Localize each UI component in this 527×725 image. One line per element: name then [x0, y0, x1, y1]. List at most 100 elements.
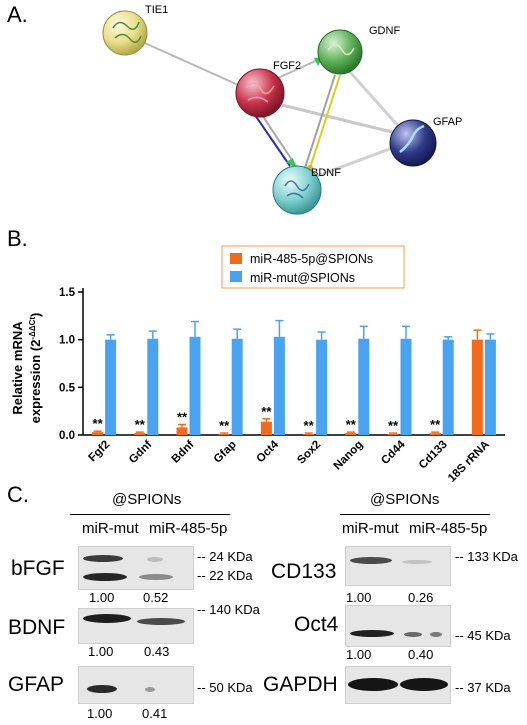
bar-sox2-series-0	[303, 434, 315, 435]
protein-label-cd133: CD133	[271, 560, 337, 583]
protein-label-gfap: GFAP	[8, 673, 65, 696]
significance-label: **	[177, 410, 188, 425]
right-group-rule	[340, 514, 490, 515]
node-tie1	[102, 10, 148, 56]
significance-label: **	[430, 417, 441, 432]
right-group-label: @SPIONs	[370, 491, 440, 508]
left-col2-label: miR-485-5p	[149, 520, 228, 537]
node-gdnf	[317, 29, 363, 75]
bar-cd44-series-1	[400, 338, 412, 435]
label-tie1: TIE1	[145, 4, 168, 16]
bar-nanog-series-1	[358, 338, 370, 435]
bar-fgf2-series-0	[92, 432, 104, 435]
x-tick-label: 18S rRNA	[446, 439, 492, 485]
right-col2-label: miR-485-5p	[409, 520, 488, 537]
edge-fgf2-bdnf-gray	[261, 114, 297, 167]
blot-cd133	[345, 546, 451, 586]
kda-gapdh: -- 37 KDa	[455, 680, 511, 695]
kda-bfgf-22: -- 22 KDa	[197, 568, 253, 583]
bar-oct4-series-0	[260, 421, 272, 435]
kda-bdnf-140: -- 140 KDa	[197, 602, 260, 617]
x-tick-label: Bdnf	[170, 439, 197, 466]
significance-label: **	[346, 417, 357, 432]
significance-label: **	[93, 416, 104, 431]
bar-nanog-series-0	[345, 433, 357, 435]
protein-label-gapdh: GAPDH	[263, 673, 338, 696]
kda-bfgf-24: -- 24 KDa	[197, 549, 253, 564]
arrow-fgf2-bdnf	[286, 158, 296, 168]
bar-cd133-series-0	[429, 433, 441, 435]
quant-bdnf-mir485: 0.43	[144, 644, 170, 659]
left-group-label: @SPIONs	[112, 491, 182, 508]
blot-gfap	[78, 666, 194, 704]
node-fgf2	[235, 68, 285, 118]
edge-fgf2-bdnf-blue	[254, 114, 291, 167]
legend-swatch-mirmut	[230, 271, 242, 282]
quant-cd133-mir485: 0.26	[408, 590, 434, 605]
bar-18s-rrna-series-1	[484, 339, 496, 435]
quant-bfgf-mirmut: 1.00	[89, 590, 115, 605]
edge-fgf2-gfap	[281, 103, 393, 134]
label-gfap: GFAP	[433, 116, 462, 128]
protein-label-bdnf: BDNF	[8, 616, 66, 639]
blot-gapdh	[345, 666, 451, 704]
bar-sox2-series-1	[316, 339, 328, 435]
bar-18s-rrna-series-0	[471, 339, 483, 435]
right-col1-label: miR-mut	[342, 520, 399, 537]
quant-cd133-mirmut: 1.00	[346, 590, 372, 605]
x-tick-label: Gdnf	[127, 439, 155, 467]
legend-label-mir485: miR-485-5p@SPIONs	[250, 252, 373, 266]
edge-bdnf-gfap	[311, 146, 393, 180]
bar-cd44-series-0	[387, 434, 399, 435]
panel-a-letter: A.	[7, 2, 28, 27]
bar-gdnf-series-0	[134, 433, 146, 435]
protein-network: TIE1 GDNF FGF2 GFAP BDNF	[102, 4, 462, 215]
edge-fgf2-gdnf	[277, 57, 323, 79]
blot-oct4	[345, 605, 451, 647]
bar-gdnf-series-1	[147, 338, 159, 435]
y-axis-label-line2: expression (2-ΔΔCt)	[28, 313, 43, 424]
quant-bdnf-mirmut: 1.00	[88, 644, 114, 659]
x-tick-label: Gfap	[212, 439, 239, 466]
quant-bfgf-mir485: 0.52	[143, 590, 169, 605]
quant-gfap-mir485: 0.41	[142, 706, 168, 721]
edge-gdnf-gfap	[348, 71, 402, 129]
protein-label-oct4: Oct4	[294, 613, 339, 636]
legend-label-mirmut: miR-mut@SPIONs	[250, 271, 355, 285]
kda-gfap-50: -- 50 KDa	[197, 680, 253, 695]
label-fgf2: FGF2	[273, 60, 301, 72]
chart-bars: ** ** ** ** ** ** ** ** **	[92, 319, 496, 435]
y-axis-label-line1: Relative mRNA	[10, 321, 25, 415]
x-tick-label: Oct4	[254, 438, 281, 465]
kda-cd133: -- 133 KDa	[455, 549, 518, 564]
x-tick-label: Fgf2	[87, 439, 113, 465]
blot-bfgf	[78, 546, 194, 590]
quant-oct4-mirmut: 1.00	[346, 647, 372, 662]
panel-c-letter: C.	[7, 482, 29, 507]
y-tick-label: 1.0	[59, 335, 75, 347]
significance-label: **	[135, 417, 146, 432]
x-tick-label: Nanog	[332, 439, 366, 473]
kda-oct4: -- 45 KDa	[455, 628, 511, 643]
significance-label: **	[261, 404, 272, 419]
bar-cd133-series-1	[442, 339, 454, 435]
x-tick-label: Cd44	[379, 438, 408, 467]
bar-fgf2-series-1	[105, 339, 117, 435]
label-gdnf: GDNF	[369, 25, 400, 37]
left-col1-label: miR-mut	[82, 520, 139, 537]
protein-label-bfgf: bFGF	[11, 557, 65, 580]
quant-gfap-mirmut: 1.00	[87, 706, 113, 721]
panel-b-letter: B.	[7, 226, 28, 251]
y-tick-label: 0.5	[59, 382, 76, 394]
edge-tie1-fgf2	[137, 39, 246, 89]
left-group-rule	[70, 514, 230, 515]
bar-gfap-series-0	[218, 434, 230, 435]
node-bdnf	[272, 165, 322, 215]
y-tick-label: 0.0	[59, 430, 75, 442]
quant-oct4-mir485: 0.40	[408, 647, 434, 662]
edge-gdnf-bdnf-yellow	[309, 74, 341, 169]
mrna-bar-chart: miR-485-5p@SPIONs miR-mut@SPIONs Relativ…	[10, 245, 505, 485]
x-tick-label: Cd133	[417, 439, 450, 472]
bar-bdnf-series-0	[176, 427, 188, 435]
bar-gfap-series-1	[231, 338, 243, 435]
